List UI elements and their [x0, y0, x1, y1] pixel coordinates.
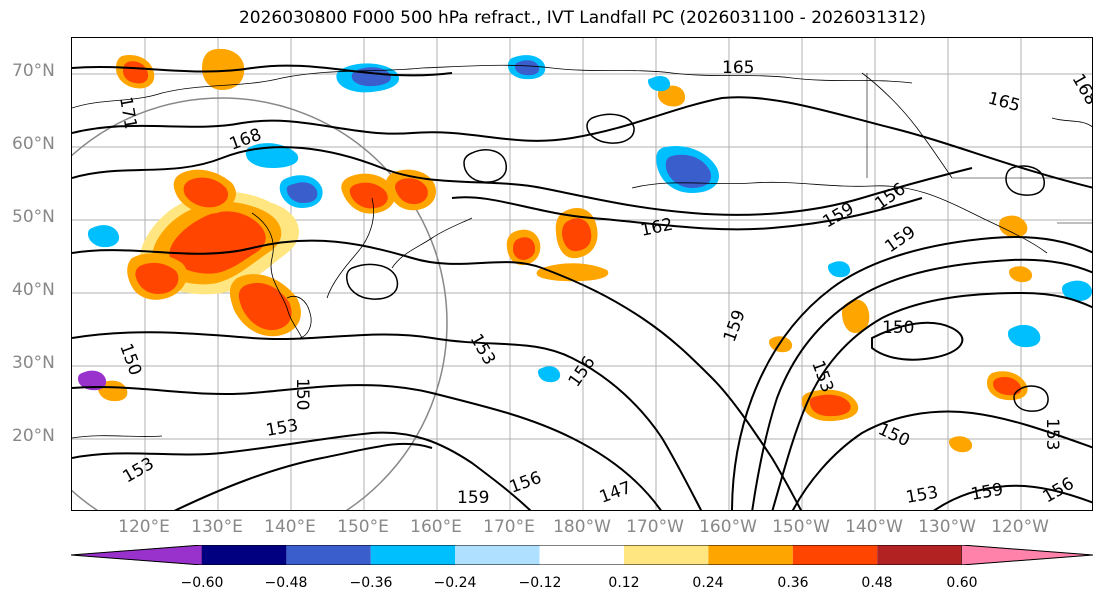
contour-label: 150 [292, 378, 312, 410]
lon-label-180w: 180°W [553, 517, 611, 537]
colorbar-tick-label: −0.12 [518, 575, 562, 591]
colorbar-segment [792, 545, 878, 565]
contour-label: 153 [264, 416, 299, 441]
contour-label: 156 [507, 468, 544, 498]
colorbar-tick-label: −0.60 [180, 575, 224, 591]
colorbar-segment-extend-high [961, 545, 1093, 565]
lat-label-30n: 30°N [12, 353, 55, 373]
contour-label: 153 [1042, 418, 1062, 450]
lat-label-20n: 20°N [12, 426, 55, 446]
contour-label: 156 [1040, 474, 1078, 508]
colorbar-tick-label: −0.36 [349, 575, 393, 591]
lat-label-60n: 60°N [12, 134, 55, 154]
colorbar-segment [624, 545, 709, 565]
lon-label-140e: 140°E [264, 517, 316, 537]
colorbar [71, 545, 1093, 565]
contour-label: 159 [969, 480, 1004, 505]
contour-label: 150 [882, 318, 914, 338]
colorbar-tick-label: 0.12 [608, 575, 640, 591]
contour-label: 153 [120, 454, 158, 488]
colorbar-segment [202, 545, 287, 565]
colorbar-segment [455, 545, 540, 565]
colorbar-segment [877, 545, 962, 565]
contour-lines [72, 64, 1092, 510]
contour-label: 150 [875, 419, 913, 451]
colorbar-segment-extend-low [71, 545, 203, 565]
lon-label-130e: 130°E [191, 517, 243, 537]
lon-label-140w: 140°W [845, 517, 903, 537]
contour-label: 159 [457, 488, 489, 508]
colorbar-tick-label: −0.24 [433, 575, 477, 591]
lon-label-150e: 150°E [337, 517, 389, 537]
coastlines [72, 64, 1092, 439]
lon-label-170e: 170°E [483, 517, 535, 537]
lon-label-130w: 130°W [918, 517, 976, 537]
colorbar-segment [708, 545, 793, 565]
contour-label: 165 [986, 89, 1023, 117]
contour-label: 150 [115, 341, 145, 378]
contour-label: 162 [639, 215, 675, 241]
contour-label: 159 [820, 199, 858, 233]
lat-label-70n: 70°N [12, 61, 55, 81]
colorbar-tick-label: −0.48 [264, 575, 308, 591]
lon-label-170w: 170°W [626, 517, 684, 537]
colorbar-tick-label: 0.60 [946, 575, 978, 591]
closed-contours [346, 113, 1049, 412]
lat-label-40n: 40°N [12, 280, 55, 300]
colorbar-tick-label: 0.24 [692, 575, 724, 591]
negative-anomaly-patches [78, 55, 1092, 391]
colorbar-segment [370, 545, 456, 565]
colorbar-segment [539, 545, 624, 565]
contour-label: 153 [904, 483, 939, 508]
lon-label-160w: 160°W [699, 517, 757, 537]
contour-label: 156 [871, 179, 909, 214]
contour-label: 147 [597, 478, 634, 508]
positive-anomaly-patches [98, 48, 1033, 453]
contour-label: 165 [722, 58, 754, 78]
colorbar-tick-label: 0.48 [861, 575, 893, 591]
contour-label: 153 [807, 358, 837, 395]
lon-label-150w: 150°W [772, 517, 830, 537]
lat-label-50n: 50°N [12, 207, 55, 227]
map-panel: 171 168 165 165 168 162 159 156 159 153 … [71, 37, 1093, 511]
contour-label: 159 [720, 307, 750, 344]
colorbar-segment [286, 545, 371, 565]
landfall-radius-circle [72, 97, 448, 510]
map-canvas: 171 168 165 165 168 162 159 156 159 153 … [72, 38, 1093, 510]
colorbar-tick-label: 0.36 [777, 575, 809, 591]
lon-label-160e: 160°E [410, 517, 462, 537]
lon-label-120e: 120°E [118, 517, 170, 537]
borders [866, 73, 1092, 224]
lon-label-120w: 120°W [991, 517, 1049, 537]
plot-title: 2026030800 F000 500 hPa refract., IVT La… [238, 8, 926, 28]
contour-label: 168 [1068, 71, 1093, 109]
contour-label: 153 [466, 331, 500, 369]
